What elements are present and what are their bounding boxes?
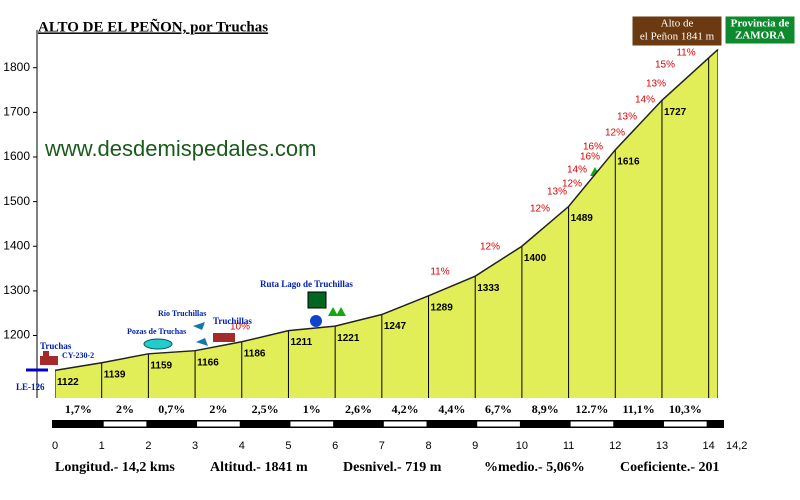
gradient-label: 1% [303, 402, 321, 416]
footer-stat: Altitud.- 1841 m [210, 460, 308, 475]
altitude-label: 1616 [617, 156, 640, 167]
gradient-label: 2,6% [345, 402, 372, 416]
footer-stat: Coeficiente.- 201 [620, 460, 720, 475]
place-label: Ruta Lago de Truchillas [260, 279, 353, 289]
footer-stat: Longitud.- 14,2 kms [55, 460, 175, 475]
altitude-label: 1159 [150, 360, 172, 371]
gradient-label: 12.7% [575, 402, 608, 416]
x-tick-label: 12 [609, 440, 621, 452]
y-tick-label: 1200 [3, 328, 30, 342]
y-tick-label: 1400 [3, 238, 30, 252]
y-tick-label: 1700 [3, 105, 30, 119]
slope-label: 15% [655, 60, 675, 71]
stripe-segment [570, 421, 614, 427]
x-tick-label: 5 [285, 440, 291, 452]
gradient-label: 4,4% [438, 402, 465, 416]
slope-label: 14% [635, 95, 655, 106]
summit-sign-text: el Peñon 1841 m [640, 31, 715, 43]
place-label: Truchas [40, 341, 72, 351]
place-label: Río Truchillas [158, 309, 206, 318]
x-tick-label: 14 [703, 440, 715, 452]
x-tick-label: 4 [239, 440, 245, 452]
province-sign [724, 15, 796, 45]
altitude-label: 1247 [384, 321, 407, 332]
summit-sign-text: Alto de [661, 18, 694, 30]
website: www.desdemispedales.com [44, 136, 316, 161]
gradient-label: 0,7% [158, 402, 185, 416]
x-tick-label: 7 [379, 440, 385, 452]
x-tick-label: 13 [656, 440, 668, 452]
altitude-label: 1289 [431, 302, 454, 313]
slope-label: 12% [480, 242, 500, 253]
slope-label: 12% [530, 204, 550, 215]
altitude-label: 1122 [57, 377, 79, 388]
altitude-label: 1139 [104, 369, 126, 380]
gradient-label: 11,1% [622, 402, 654, 416]
footer-stat: %medio.- 5,06% [484, 460, 585, 475]
footer-stat: Desnivel.- 719 m [343, 460, 442, 475]
province-sign-text: Provincia de [731, 18, 790, 30]
stripe-segment [290, 421, 334, 427]
altitude-label: 1221 [337, 333, 360, 344]
altitude-label: 1211 [290, 337, 312, 348]
slope-label: 16% [580, 152, 600, 163]
x-tick-label: 8 [425, 440, 431, 452]
stripe-segment [103, 421, 147, 427]
altitude-label: 1166 [197, 357, 219, 368]
gradient-label: 4,2% [392, 402, 419, 416]
place-label: LE-126 [16, 382, 45, 392]
slope-label: 13% [547, 187, 567, 198]
x-tick-label: 1 [99, 440, 105, 452]
gradient-label: 2,5% [252, 402, 279, 416]
slope-label: 16% [583, 142, 603, 153]
slope-label: 10% [230, 322, 250, 333]
slope-label: 11% [676, 48, 695, 59]
summit-sign [631, 15, 723, 47]
chart-title: ALTO DE EL PEÑON, por Truchas [38, 17, 268, 35]
x-tick-label: 0 [52, 440, 58, 452]
area-fill [55, 49, 718, 398]
y-tick-label: 1500 [3, 194, 30, 208]
stripe-segment [197, 421, 240, 427]
slope-label: 13% [646, 79, 666, 90]
slope-label: 12% [562, 179, 582, 190]
x-tick-label: 10 [516, 440, 528, 452]
altitude-label: 1186 [244, 348, 266, 359]
stripe-segment [663, 421, 707, 427]
altitude-label: 1333 [477, 283, 500, 294]
x-tick-label: 6 [332, 440, 338, 452]
x-tick-label: 3 [192, 440, 198, 452]
y-tick-label: 1600 [3, 149, 30, 163]
gradient-label: 10,3% [669, 402, 702, 416]
stripe-segment [477, 421, 520, 427]
x-tick-label: 11 [563, 440, 574, 452]
place-label: Pozas de Truchas [127, 327, 186, 336]
place-label: Truchillas [213, 316, 252, 326]
altitude-label: 1489 [571, 213, 594, 224]
x-tick-label: 2 [145, 440, 151, 452]
y-tick-label: 1800 [3, 60, 30, 74]
gradient-label: 6,7% [485, 402, 512, 416]
gradient-label: 2% [116, 402, 134, 416]
place-label: CY-230-2 [62, 351, 94, 360]
gradient-label: 2% [209, 402, 227, 416]
x-tick-label: 9 [472, 440, 478, 452]
gradient-label: 1,7% [65, 402, 92, 416]
icons [26, 167, 600, 372]
gradient-label: 8,9% [532, 402, 559, 416]
altitude-label: 1727 [664, 107, 687, 118]
profile-line [54, 48, 719, 372]
y-tick-label: 1300 [3, 283, 30, 297]
slope-label: 11% [430, 267, 449, 278]
stripe-segment [383, 421, 427, 427]
altitude-label: 1400 [524, 253, 547, 264]
slope-label: 14% [567, 165, 587, 176]
slope-label: 13% [617, 112, 637, 123]
x-tick-label: 14,2 [726, 440, 747, 452]
slope-label: 12% [605, 128, 625, 139]
province-sign-text: ZAMORA [735, 30, 785, 42]
